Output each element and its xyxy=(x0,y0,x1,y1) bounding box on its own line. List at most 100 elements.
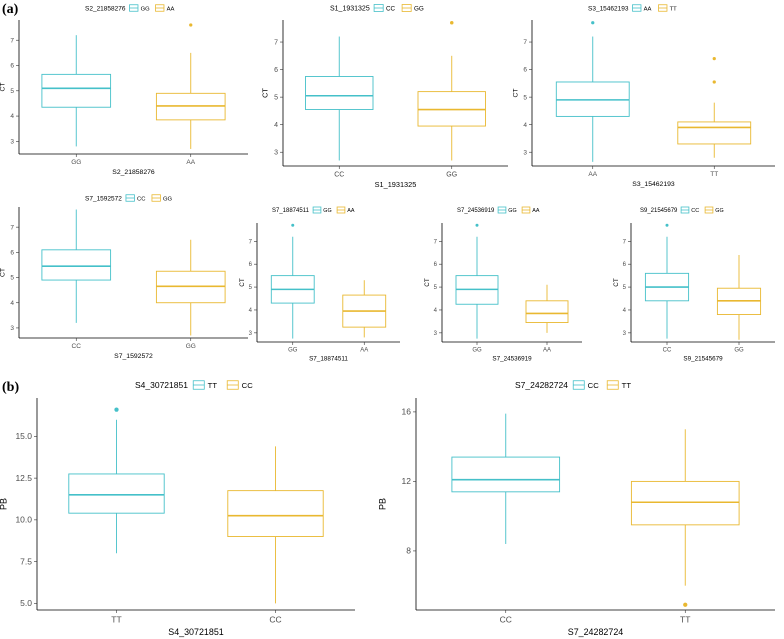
box-iqr xyxy=(68,473,165,514)
y-tick-label: 6 xyxy=(623,262,627,268)
y-tick-label: 3 xyxy=(274,150,278,157)
boxplot-S2_21858276: S2_21858276 GG AA 3 4 5 6 7 CT GG AA S2_21858276 xyxy=(0,4,248,176)
y-tick-label: 7 xyxy=(434,239,438,245)
box-GG xyxy=(41,35,112,147)
y-tick-label: 5 xyxy=(623,285,627,291)
x-tick-label-AA: AA xyxy=(588,171,597,178)
outlier-point xyxy=(591,21,595,25)
legend-label-TT: TT xyxy=(208,381,218,390)
x-tick-label-CC: CC xyxy=(334,172,344,179)
boxplot-S4_30721851: S4_30721851 TT CC 5.0 7.5 10.0 12.5 15.0 PB TT CC S… xyxy=(0,380,355,637)
y-tick-label: 7 xyxy=(523,39,527,46)
y-tick-label: 8 xyxy=(406,546,411,556)
y-tick-label: 3 xyxy=(623,331,627,337)
legend-label-GG: GG xyxy=(508,208,516,214)
y-tick-label: 4 xyxy=(434,308,438,314)
y-tick-label: 5 xyxy=(434,285,438,291)
x-tick-label-CC: CC xyxy=(72,343,82,350)
box-CC xyxy=(451,413,561,544)
y-tick-label: 12 xyxy=(402,476,412,486)
y-tick-label: 5 xyxy=(10,275,14,282)
box-iqr xyxy=(305,76,374,110)
box-CC xyxy=(305,36,374,161)
panel-label-a: (a) xyxy=(2,2,19,17)
y-axis-title: CT xyxy=(0,82,7,91)
y-axis-title: CT xyxy=(424,278,431,287)
x-axis-title: S7_24536919 xyxy=(492,356,532,363)
y-tick-label: 7 xyxy=(249,239,253,245)
box-iqr xyxy=(41,249,112,281)
legend-label-CC: CC xyxy=(588,381,600,390)
legend-title: S2_21858276 xyxy=(85,5,126,12)
legend-title: S7_1592572 xyxy=(85,195,122,202)
legend-label-TT: TT xyxy=(622,381,632,390)
outlier-point xyxy=(712,56,716,61)
x-tick-label-GG: GG xyxy=(734,348,744,354)
outlier-point xyxy=(450,21,454,25)
y-tick-label: 7 xyxy=(623,239,627,245)
x-tick-label-AA: AA xyxy=(360,348,368,354)
boxplot-S7_24282724: S7_24282724 CC TT 8 12 16 PB CC TT S7_24282724 xyxy=(377,380,775,637)
x-tick-label-GG: GG xyxy=(472,348,482,354)
box-iqr xyxy=(227,490,324,538)
x-axis-title: S9_21545679 xyxy=(683,356,723,363)
x-axis-title: S7_18874511 xyxy=(309,356,348,363)
y-tick-label: 4 xyxy=(274,122,278,129)
legend-title: S4_30721851 xyxy=(135,380,188,390)
boxplot-S1_1931325: S1_1931325 CC GG 3 4 5 6 7 CT CC GG S1_1931325 xyxy=(261,4,508,189)
y-axis-title: CT xyxy=(513,88,520,97)
y-tick-label: 7 xyxy=(10,224,14,231)
y-tick-label: 15.0 xyxy=(15,431,32,441)
y-axis-title: CT xyxy=(261,88,270,98)
y-axis-title: CT xyxy=(0,268,7,277)
y-tick-label: 6 xyxy=(523,67,527,74)
legend-label-CC: CC xyxy=(242,381,254,390)
y-tick-label: 10.0 xyxy=(15,515,32,525)
box-AA xyxy=(342,280,387,338)
box-iqr xyxy=(41,73,112,108)
legend-label-GG: GG xyxy=(414,5,424,12)
y-tick-label: 6 xyxy=(10,63,14,70)
x-tick-label-GG: GG xyxy=(71,159,81,166)
x-axis-title: S1_1931325 xyxy=(375,180,417,189)
boxplot-S9_21545679: S9_21545679 CC GG 3 4 5 6 7 CT CC GG S9_21545679 xyxy=(613,206,775,363)
legend-title: S1_1931325 xyxy=(330,5,370,12)
outlier-point xyxy=(475,223,479,227)
y-axis-title: PB xyxy=(0,498,8,510)
y-tick-label: 5.0 xyxy=(20,598,32,608)
box-AA xyxy=(155,23,226,149)
y-tick-label: 3 xyxy=(10,139,14,146)
x-axis-title: S7_24282724 xyxy=(568,627,624,637)
legend-label-GG: GG xyxy=(163,196,173,202)
x-tick-label-GG: GG xyxy=(446,172,457,179)
box-GG xyxy=(155,239,226,336)
y-tick-label: 4 xyxy=(249,308,253,314)
box-GG xyxy=(716,255,762,340)
boxplot-S7_24536919: S7_24536919 GG AA 3 4 5 6 7 CT GG AA S7_24536919 xyxy=(424,206,582,363)
box-iqr xyxy=(525,300,569,323)
legend-label-AA: AA xyxy=(167,6,175,12)
box-iqr xyxy=(451,456,561,493)
box-iqr xyxy=(677,121,752,145)
legend-label-GG: GG xyxy=(141,6,151,12)
legend-label-AA: AA xyxy=(644,6,652,12)
y-tick-label: 3 xyxy=(434,331,438,337)
y-tick-label: 3 xyxy=(10,325,14,332)
legend-label-CC: CC xyxy=(137,196,145,202)
y-tick-label: 6 xyxy=(10,249,14,256)
y-tick-label: 4 xyxy=(523,122,527,129)
box-TT xyxy=(68,407,165,554)
outlier-point xyxy=(665,223,669,227)
outlier-point xyxy=(712,80,716,84)
x-tick-label-GG: GG xyxy=(288,348,298,354)
box-GG xyxy=(417,21,486,161)
outlier-point xyxy=(114,407,119,412)
y-axis-title: PB xyxy=(377,498,387,510)
y-tick-label: 3 xyxy=(523,149,527,156)
box-TT xyxy=(630,429,740,607)
legend-label-TT: TT xyxy=(670,6,678,12)
legend-title: S7_18874511 xyxy=(272,208,310,214)
legend-label-GG: GG xyxy=(715,208,723,214)
y-tick-label: 16 xyxy=(402,407,412,417)
box-CC xyxy=(644,223,690,339)
